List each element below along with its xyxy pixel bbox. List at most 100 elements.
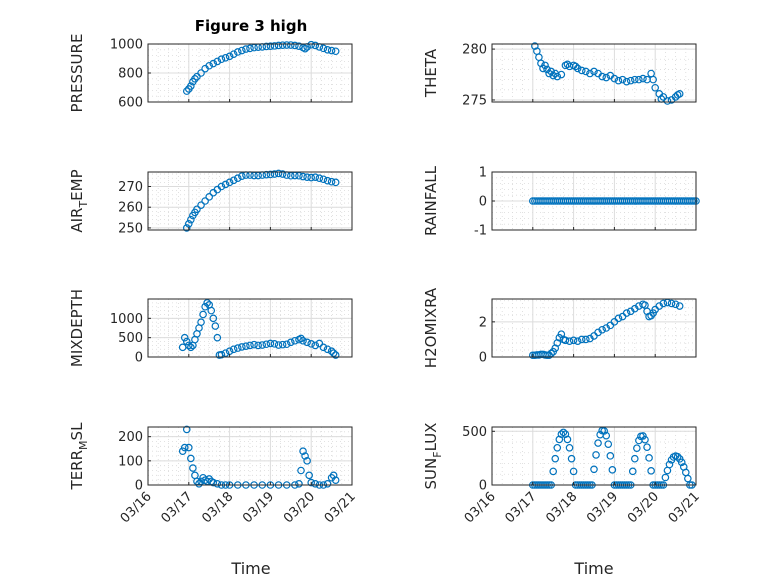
data-point [614,76,623,85]
y-tick-label: -1 [474,224,487,239]
data-point [659,299,668,308]
data-point [329,471,338,480]
data-point [286,171,295,180]
data-point [598,325,606,334]
subplot-6: 0 2 H2OMIXRA [422,287,697,368]
data-point [262,42,271,51]
y-axis-label: RAINFALL [422,165,440,236]
data-point [197,69,205,77]
data-point [331,47,340,56]
data-point [201,302,209,311]
data-point [586,69,594,78]
data-point [639,74,647,83]
data-point [282,41,291,49]
data-point [180,333,189,342]
data-point [649,75,657,84]
data-series [528,298,684,360]
data-series [182,169,340,232]
data-point [221,180,230,189]
data-point [319,44,328,53]
data-point [295,42,303,50]
data-point [577,335,586,344]
y-axis-label: THETA [422,48,440,98]
data-point [315,174,324,183]
data-point [323,345,332,354]
y-axis-label: AIRTEMP [68,169,90,232]
data-point [565,443,574,452]
data-point [182,425,191,434]
data-point [319,343,328,352]
data-point [641,435,649,444]
data-point [582,335,590,344]
data-series [178,425,340,489]
data-point [187,215,195,224]
data-point [193,205,201,214]
data-point [187,454,195,463]
data-point [602,431,611,440]
data-point [242,45,250,53]
data-point [329,349,338,357]
data-point [187,82,195,90]
data-point [569,336,578,345]
data-point [305,471,313,480]
data-point [622,309,631,317]
data-point [182,87,191,95]
data-point [270,170,279,178]
data-point [571,62,580,71]
data-point [233,174,242,183]
data-point [598,72,606,81]
x-tick-label: 03/20 [625,489,662,526]
data-point [262,170,271,179]
x-tick-label: 03/20 [281,489,318,526]
axes-box [147,426,353,486]
data-point [602,73,611,82]
data-point [551,454,560,463]
data-point [635,75,643,84]
data-point [217,55,226,64]
data-point [274,41,283,50]
data-point [633,444,641,452]
data-point [331,178,340,187]
data-point [565,337,574,345]
data-point [553,443,562,452]
data-point [610,74,619,83]
data-point [229,50,238,58]
data-point [577,66,586,75]
data-point [262,340,271,349]
data-point [567,454,576,463]
y-tick-label: 0 [135,351,143,366]
data-point [630,454,639,463]
data-point [238,172,246,180]
y-axis-label: SUNFLUX [422,423,444,490]
data-point [213,57,222,66]
data-point [246,44,254,53]
subplot-1: 600 800 1000 PRESSURE [68,34,353,112]
y-tick-label: 800 [118,67,143,82]
axes-box [491,43,697,103]
data-point [295,479,303,488]
data-point [557,430,566,438]
axes-box [491,426,697,486]
subplot-3: 250 260 270 AIRTEMP [68,169,353,236]
data-point [663,97,672,105]
data-point [278,41,287,49]
data-point [229,176,238,185]
subplot-7: 0 100 200 03/16 03/17 03/18 03/19 03/20 03/21 TER… [68,422,359,526]
data-point [282,340,291,349]
x-tick-label: 03/17 [159,489,196,526]
y-tick-label: 1000 [110,312,143,327]
x-tick-label: 03/21 [322,489,359,526]
data-point [323,176,332,185]
y-tick-label: 0 [479,479,487,494]
data-point [301,452,309,460]
data-point [191,75,199,83]
data-point [274,341,283,349]
data-point [639,432,647,440]
y-tick-label: 0 [479,195,487,210]
data-point [592,451,600,459]
data-point [677,458,686,467]
data-point [667,299,676,308]
data-point [297,466,305,475]
data-point [207,306,216,315]
